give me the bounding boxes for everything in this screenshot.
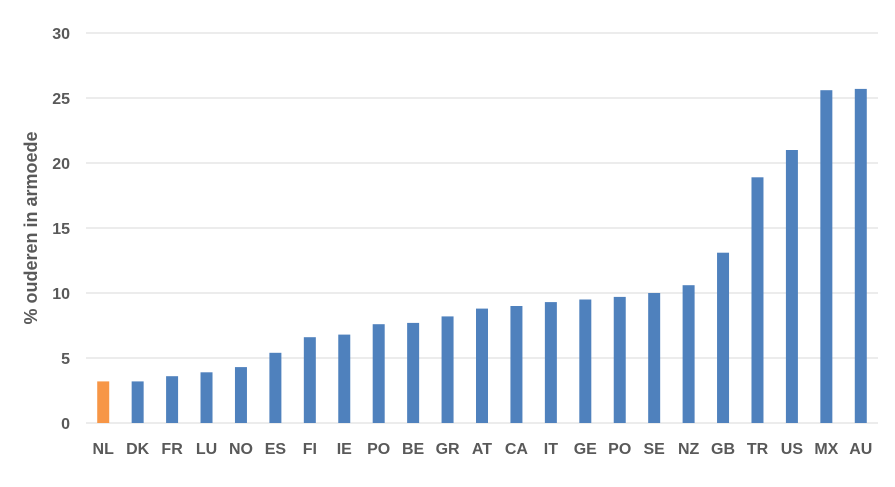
bar-be-9 bbox=[407, 322, 420, 423]
x-category-label: AU bbox=[849, 441, 872, 458]
bar-mx-21 bbox=[820, 90, 833, 423]
x-axis-categories: NL DK FR LU NO ES FI IE PO BE GR AT CA IT GE PO SE NZ GB TR… bbox=[93, 441, 873, 458]
x-category-label: GR bbox=[436, 441, 460, 458]
x-category-label: ES bbox=[265, 441, 287, 458]
y-tick-label: 25 bbox=[52, 91, 70, 108]
bar-nl-0 bbox=[97, 381, 110, 423]
x-category-label: BE bbox=[402, 441, 425, 458]
bar-ge-14 bbox=[579, 299, 592, 423]
bar-us-20 bbox=[785, 150, 798, 423]
y-tick-label: 0 bbox=[61, 416, 70, 433]
y-axis-ticks: 0 5 10 15 20 25 30 bbox=[52, 26, 70, 433]
bar-it-13 bbox=[544, 302, 557, 423]
bar-dk-1 bbox=[131, 381, 144, 423]
x-category-label: PO bbox=[367, 441, 390, 458]
bar-po-15 bbox=[613, 296, 626, 423]
y-tick-label: 10 bbox=[52, 286, 70, 303]
bar-po-8 bbox=[372, 324, 385, 423]
bar-no-4 bbox=[234, 367, 247, 423]
bar-es-5 bbox=[269, 352, 282, 423]
bar-gb-18 bbox=[717, 252, 730, 423]
x-category-label: FI bbox=[303, 441, 317, 458]
x-category-label: IT bbox=[544, 441, 558, 458]
y-tick-label: 20 bbox=[52, 156, 70, 173]
bar-tr-19 bbox=[751, 177, 764, 423]
x-category-label: GE bbox=[574, 441, 597, 458]
y-tick-label: 30 bbox=[52, 26, 70, 43]
bars bbox=[97, 88, 867, 424]
x-category-label: AT bbox=[472, 441, 492, 458]
x-category-label: TR bbox=[747, 441, 769, 458]
bar-lu-3 bbox=[200, 372, 213, 423]
x-category-label: NO bbox=[229, 441, 253, 458]
gridlines bbox=[86, 32, 878, 424]
bar-se-16 bbox=[648, 293, 661, 423]
bar-fi-6 bbox=[303, 337, 316, 423]
bar-gr-10 bbox=[441, 316, 454, 423]
bar-nz-17 bbox=[682, 285, 695, 423]
x-category-label: SE bbox=[644, 441, 666, 458]
x-category-label: DK bbox=[126, 441, 150, 458]
bar-ie-7 bbox=[338, 334, 351, 423]
bar-ca-12 bbox=[510, 306, 523, 423]
x-category-label: MX bbox=[814, 441, 838, 458]
y-axis-title: % ouderen in armoede bbox=[21, 131, 41, 324]
x-category-label: FR bbox=[161, 441, 183, 458]
bar-at-11 bbox=[476, 308, 488, 423]
x-category-label: NL bbox=[93, 441, 115, 458]
x-category-label: NZ bbox=[678, 441, 700, 458]
x-category-label: GB bbox=[711, 441, 735, 458]
x-category-label: PO bbox=[608, 441, 631, 458]
y-tick-label: 15 bbox=[52, 221, 70, 238]
x-category-label: CA bbox=[505, 441, 529, 458]
y-tick-label: 5 bbox=[61, 351, 70, 368]
x-category-label: LU bbox=[196, 441, 217, 458]
x-category-label: US bbox=[781, 441, 804, 458]
bar-fr-2 bbox=[166, 376, 179, 423]
x-category-label: IE bbox=[337, 441, 352, 458]
bar-au-22 bbox=[854, 88, 867, 424]
